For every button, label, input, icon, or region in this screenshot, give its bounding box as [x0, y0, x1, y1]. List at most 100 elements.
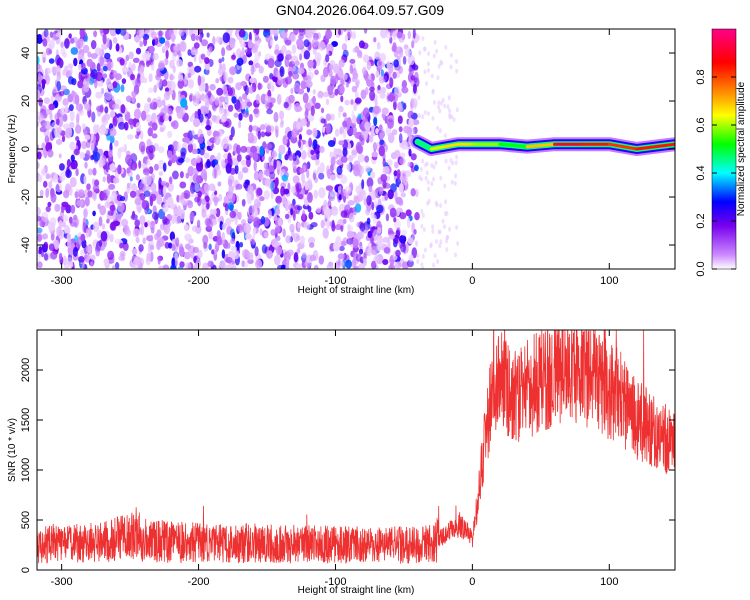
noise-blob	[43, 253, 49, 261]
noise-blob	[431, 224, 435, 230]
noise-blob	[368, 185, 373, 193]
noise-blob	[290, 33, 296, 42]
noise-blob	[85, 140, 91, 149]
noise-blob	[120, 84, 125, 93]
y-tick-label: 1000	[20, 458, 32, 482]
y-tick-label: 20	[20, 95, 32, 107]
noise-blob	[346, 29, 353, 40]
noise-blob	[41, 167, 46, 176]
noise-blob	[77, 80, 84, 89]
noise-blob	[235, 82, 242, 91]
noise-blob	[302, 203, 310, 210]
noise-blob	[312, 127, 318, 138]
noise-blob	[372, 105, 380, 115]
noise-blob	[412, 119, 420, 126]
noise-blob	[247, 215, 255, 223]
noise-blob	[112, 81, 118, 89]
noise-blob	[411, 232, 415, 243]
noise-blob	[161, 99, 166, 107]
noise-blob	[288, 94, 295, 104]
noise-blob	[417, 95, 421, 101]
noise-blob	[92, 167, 97, 176]
noise-blob	[184, 243, 191, 250]
noise-blob	[325, 29, 332, 40]
noise-blob	[132, 57, 140, 63]
noise-blob	[291, 44, 297, 55]
noise-blob	[296, 248, 301, 254]
noise-blob	[435, 239, 438, 245]
noise-blob	[398, 126, 403, 133]
noise-blob	[250, 238, 255, 246]
noise-blob	[58, 90, 65, 97]
noise-blob	[411, 40, 415, 49]
noise-blob	[124, 121, 129, 131]
noise-blob	[394, 190, 398, 201]
noise-blob	[37, 64, 42, 72]
noise-blob	[62, 98, 69, 106]
noise-blob	[450, 179, 454, 185]
noise-blob	[145, 29, 151, 33]
noise-blob	[199, 34, 203, 43]
noise-blob	[290, 208, 294, 216]
noise-blob	[77, 63, 83, 71]
noise-blob	[392, 30, 397, 41]
noise-blob	[379, 132, 385, 140]
noise-blob	[102, 176, 106, 183]
noise-blob	[158, 60, 165, 71]
noise-blob	[344, 99, 350, 106]
noise-blob	[380, 29, 388, 39]
noise-blob	[396, 169, 401, 179]
noise-blob	[284, 56, 290, 68]
snr-frame	[36, 329, 676, 571]
noise-blob	[247, 198, 252, 204]
noise-blob	[406, 259, 414, 268]
noise-blob	[191, 130, 195, 136]
noise-blob	[247, 258, 254, 264]
noise-blob	[302, 209, 306, 221]
noise-blob	[59, 163, 65, 171]
noise-blob	[303, 221, 310, 231]
noise-blob	[397, 115, 403, 124]
noise-blob	[301, 150, 307, 160]
noise-blob	[296, 121, 302, 130]
noise-blob	[152, 101, 158, 110]
noise-blob	[365, 87, 369, 95]
noise-blob	[120, 104, 126, 114]
noise-blob	[83, 208, 88, 218]
noise-blob	[253, 108, 259, 115]
noise-blob	[224, 93, 230, 103]
noise-blob	[157, 78, 163, 88]
noise-blob	[143, 103, 151, 114]
noise-blob	[263, 190, 270, 200]
noise-blob	[107, 250, 115, 260]
noise-blob	[169, 73, 174, 81]
noise-blob	[342, 49, 349, 58]
noise-blob	[395, 229, 401, 239]
noise-blob	[200, 39, 209, 47]
noise-blob	[299, 235, 305, 245]
noise-blob	[332, 63, 340, 74]
noise-blob	[371, 260, 377, 269]
noise-blob	[115, 43, 120, 52]
noise-blob	[158, 171, 164, 176]
noise-blob	[270, 97, 276, 104]
noise-blob	[329, 190, 337, 198]
noise-blob	[427, 111, 430, 117]
noise-blob	[256, 187, 263, 196]
noise-blob	[275, 207, 281, 216]
noise-blob	[184, 233, 192, 242]
noise-blob	[258, 51, 262, 57]
noise-blob	[179, 93, 183, 102]
noise-blob	[328, 64, 334, 71]
x-tick-label: 100	[600, 275, 618, 287]
noise-blob	[138, 244, 144, 252]
noise-blob	[258, 65, 264, 74]
noise-blob	[135, 194, 141, 206]
noise-blob	[398, 183, 404, 193]
noise-blob	[83, 175, 87, 185]
noise-blob	[340, 78, 344, 86]
noise-blob	[73, 148, 80, 156]
noise-blob	[109, 163, 114, 170]
noise-blob	[418, 50, 422, 56]
